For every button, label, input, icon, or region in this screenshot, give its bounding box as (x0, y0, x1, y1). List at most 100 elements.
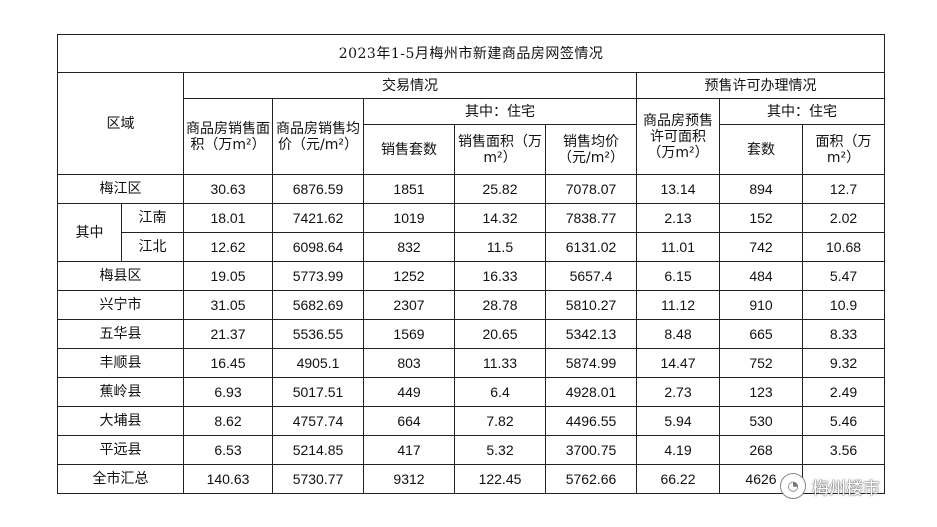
table-row: 大埔县 8.62 4757.74 664 7.82 4496.55 5.94 530 5.46 (57, 406, 886, 436)
housing-sales-table: 2023年1-5月梅州市新建商品房网签情况 区域 交易情况 预售许可办理情况 商… (56, 34, 886, 494)
cell-presale-area: 4.19 (636, 435, 720, 465)
cell-avg-price: 7421.62 (272, 203, 364, 233)
cell-area: 12.62 (183, 232, 273, 262)
region-cell: 梅县区 (57, 261, 184, 291)
cell-res-area: 20.65 (454, 319, 546, 349)
region-cell: 平远县 (57, 435, 184, 465)
cell-presale-area: 66.22 (636, 464, 720, 494)
table-row: 平远县 6.53 5214.85 417 5.32 3700.75 4.19 268 3.56 (57, 435, 886, 465)
cell-presale-res-area: 12.7 (801, 174, 886, 204)
residential-header: 其中：住宅 (363, 98, 637, 125)
cell-avg-price: 5773.99 (272, 261, 364, 291)
cell-presale-res-area: 10.9 (801, 290, 886, 320)
cell-presale-units: 665 (719, 319, 803, 349)
cell-presale-units: 152 (719, 203, 803, 233)
cell-presale-units: 752 (719, 348, 803, 378)
cell-presale-units: 742 (719, 232, 803, 262)
table-row: 丰顺县 16.45 4905.1 803 11.33 5874.99 14.47 752 9.3… (57, 348, 886, 378)
cell-avg-price: 5536.55 (272, 319, 364, 349)
cell-area: 18.01 (183, 203, 273, 233)
watermark-text: 梅州楼市 (812, 478, 880, 499)
cell-presale-area: 8.48 (636, 319, 720, 349)
cell-res-area: 16.33 (454, 261, 546, 291)
cell-res-units: 664 (363, 406, 455, 436)
page-title: 2023年1-5月梅州市新建商品房网签情况 (56, 34, 886, 73)
cell-presale-res-area (801, 464, 886, 494)
cell-res-units: 832 (363, 232, 455, 262)
cell-presale-area: 13.14 (636, 174, 720, 204)
col-header-presale-units: 套数 (719, 124, 803, 175)
table-row: 全市汇总 140.63 5730.77 9312 122.45 5762.66 66.22 4… (57, 464, 886, 494)
cell-area: 6.53 (183, 435, 273, 465)
region-cell: 丰顺县 (57, 348, 184, 378)
cell-res-area: 11.33 (454, 348, 546, 378)
subgroup-label: 其中 (57, 203, 122, 262)
cell-area: 140.63 (183, 464, 273, 494)
cell-presale-units: 910 (719, 290, 803, 320)
cell-res-units: 2307 (363, 290, 455, 320)
region-cell: 江南 (121, 203, 184, 233)
cell-res-area: 122.45 (454, 464, 546, 494)
cell-presale-area: 2.73 (636, 377, 720, 407)
cell-res-units: 9312 (363, 464, 455, 494)
region-cell: 兴宁市 (57, 290, 184, 320)
watermark: ◔ 梅州楼市 (780, 472, 880, 500)
cell-res-price: 5874.99 (545, 348, 637, 378)
cell-presale-units: 894 (719, 174, 803, 204)
trade-header: 交易情况 (183, 72, 637, 99)
table-row: 梅江区 30.63 6876.59 1851 25.82 7078.07 13.14 894 1… (57, 174, 886, 204)
cell-res-price: 5342.13 (545, 319, 637, 349)
table-row: 蕉岭县 6.93 5017.51 449 6.4 4928.01 2.73 123 2.49 (57, 377, 886, 407)
cell-res-price: 3700.75 (545, 435, 637, 465)
wechat-icon: ◔ (780, 473, 806, 499)
cell-presale-area: 14.47 (636, 348, 720, 378)
table-row: 兴宁市 31.05 5682.69 2307 28.78 5810.27 11.12 910 1… (57, 290, 886, 320)
cell-avg-price: 5730.77 (272, 464, 364, 494)
cell-res-price: 5657.4 (545, 261, 637, 291)
presale-residential-header: 其中：住宅 (718, 98, 886, 125)
cell-res-units: 449 (363, 377, 455, 407)
col-header-presale-res-area: 面积（万m²） (801, 124, 886, 175)
cell-presale-units: 268 (719, 435, 803, 465)
region-cell: 全市汇总 (57, 464, 184, 494)
cell-presale-area: 2.13 (636, 203, 720, 233)
col-header-presale-area: 商品房预售许可面积（万m²） (636, 98, 720, 175)
region-cell: 江北 (121, 232, 184, 262)
col-header-avg-price: 商品房销售均价（元/m²） (272, 98, 364, 175)
table-row: 江北 12.62 6098.64 832 11.5 6131.02 11.01 742 10.6… (58, 232, 886, 262)
cell-res-area: 14.32 (454, 203, 546, 233)
cell-avg-price: 6098.64 (272, 232, 364, 262)
cell-res-units: 1569 (363, 319, 455, 349)
cell-presale-res-area: 5.46 (801, 406, 886, 436)
cell-presale-res-area: 2.49 (801, 377, 886, 407)
region-cell: 五华县 (57, 319, 184, 349)
col-header-res-units: 销售套数 (363, 124, 455, 175)
table-row: 梅县区 19.05 5773.99 1252 16.33 5657.4 6.15 484 5.4… (57, 261, 886, 291)
cell-avg-price: 5682.69 (272, 290, 364, 320)
cell-presale-area: 11.12 (636, 290, 720, 320)
col-header-area: 商品房销售面积（万m²） (183, 98, 273, 175)
cell-res-units: 417 (363, 435, 455, 465)
cell-area: 8.62 (183, 406, 273, 436)
cell-area: 31.05 (183, 290, 273, 320)
cell-res-area: 7.82 (454, 406, 546, 436)
cell-area: 16.45 (183, 348, 273, 378)
cell-presale-res-area: 5.47 (801, 261, 886, 291)
cell-avg-price: 5214.85 (272, 435, 364, 465)
cell-presale-units: 123 (719, 377, 803, 407)
cell-res-area: 5.32 (454, 435, 546, 465)
cell-res-area: 11.5 (454, 232, 546, 262)
cell-presale-res-area: 10.68 (801, 232, 886, 262)
cell-res-price: 4496.55 (545, 406, 637, 436)
presale-header: 预售许可办理情况 (635, 72, 886, 99)
cell-presale-units: 484 (719, 261, 803, 291)
cell-res-units: 803 (363, 348, 455, 378)
cell-res-area: 28.78 (454, 290, 546, 320)
cell-res-units: 1019 (363, 203, 455, 233)
cell-presale-area: 11.01 (636, 232, 720, 262)
cell-presale-res-area: 9.32 (801, 348, 886, 378)
cell-res-price: 6131.02 (545, 232, 637, 262)
cell-area: 30.63 (183, 174, 273, 204)
cell-res-area: 6.4 (454, 377, 546, 407)
cell-area: 6.93 (183, 377, 273, 407)
